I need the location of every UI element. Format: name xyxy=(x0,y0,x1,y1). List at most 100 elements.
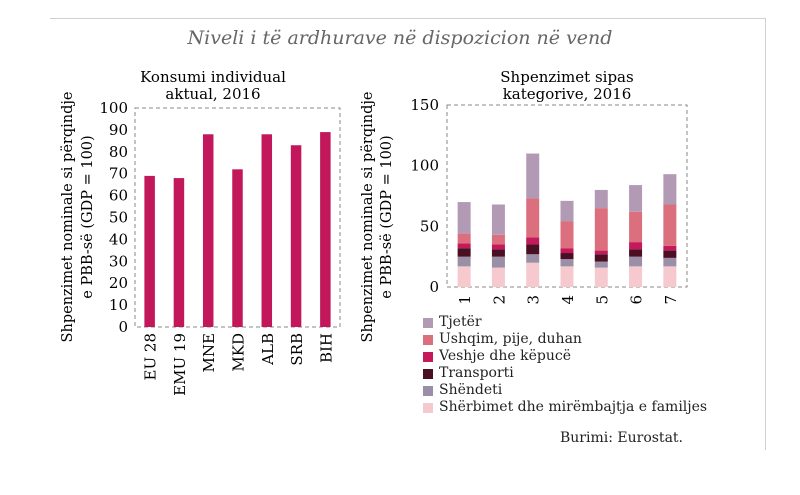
right-bar-segment-2-5 xyxy=(491,204,505,235)
right-bar-segment-6-5 xyxy=(629,185,643,212)
right-bar-segment-1-4 xyxy=(457,233,471,244)
right-bar-segment-5-1 xyxy=(594,261,608,268)
source-note: Burimi: Eurostat. xyxy=(560,430,683,446)
left-y-tick: 50 xyxy=(109,209,128,227)
right-bar-segment-7-0 xyxy=(663,266,677,287)
right-x-tick: 5 xyxy=(593,295,611,305)
left-y-label-line2: e PBB-së (GDP = 100) xyxy=(80,135,96,298)
legend-swatch xyxy=(423,368,433,379)
right-x-tick: 4 xyxy=(559,295,577,305)
left-y-tick: 90 xyxy=(109,121,128,139)
right-bar-segment-6-1 xyxy=(629,256,643,267)
right-bar-segment-3-2 xyxy=(526,244,540,255)
legend-item: Shëndeti xyxy=(423,382,707,399)
left-bar-srb xyxy=(290,145,302,327)
right-bar-segment-3-3 xyxy=(526,237,540,245)
legend-swatch xyxy=(423,351,433,362)
left-y-tick: 100 xyxy=(99,99,128,117)
right-bar-segment-6-2 xyxy=(629,249,643,257)
left-x-tick: MNE xyxy=(200,333,218,372)
right-bar-segment-5-3 xyxy=(594,250,608,255)
right-x-tick: 1 xyxy=(456,295,474,305)
left-bar-bih xyxy=(320,132,331,327)
right-rule xyxy=(765,18,766,450)
right-bar-segment-4-0 xyxy=(560,266,574,287)
right-bar-segment-1-2 xyxy=(457,248,471,257)
right-bar-segment-2-2 xyxy=(491,249,505,257)
legend-item: Shërbimet dhe mirëmbajtja e familjes xyxy=(423,399,707,416)
right-bar-segment-7-3 xyxy=(663,245,677,251)
legend-item: Ushqim, pije, duhan xyxy=(423,331,707,348)
legend-swatch xyxy=(423,317,433,328)
left-y-tick: 0 xyxy=(118,318,128,336)
right-bar-segment-5-4 xyxy=(594,208,608,251)
left-x-tick: EMU 19 xyxy=(171,333,189,396)
left-bar-mkd xyxy=(232,169,243,327)
right-y-tick: 50 xyxy=(420,217,439,235)
right-x-tick: 7 xyxy=(662,295,680,305)
legend-label: Ushqim, pije, duhan xyxy=(439,331,582,347)
right-bar-segment-7-5 xyxy=(663,174,677,205)
left-x-tick: ALB xyxy=(259,333,277,366)
left-chart: Konsumi individual aktual, 2016 Shpenzim… xyxy=(60,68,341,396)
right-bar-segment-6-4 xyxy=(629,211,643,243)
right-x-tick: 3 xyxy=(525,295,543,305)
right-bar-segment-1-3 xyxy=(457,243,471,249)
left-bar-alb xyxy=(261,134,273,327)
right-chart-title-line1: Shpenzimet sipas xyxy=(500,68,633,86)
right-bar-segment-5-0 xyxy=(594,267,608,287)
right-bar-segment-1-1 xyxy=(457,256,471,267)
left-y-tick: 70 xyxy=(109,165,128,183)
left-bar-mne xyxy=(202,134,214,327)
right-bar-segment-2-4 xyxy=(491,234,505,245)
right-bar-segment-7-1 xyxy=(663,257,677,267)
left-y-tick: 20 xyxy=(109,274,128,292)
legend-item: Transporti xyxy=(423,365,707,382)
legend-label: Shërbimet dhe mirëmbajtja e familjes xyxy=(439,399,708,415)
legend-label: Transporti xyxy=(439,365,514,381)
right-bar-segment-7-4 xyxy=(663,204,677,246)
legend: Tjetër Ushqim, pije, duhan Veshje dhe këpu… xyxy=(423,314,707,416)
left-chart-title-line2: aktual, 2016 xyxy=(165,85,260,103)
top-rule xyxy=(50,18,765,19)
left-y-tick: 30 xyxy=(109,252,128,270)
right-bar-segment-6-0 xyxy=(629,266,643,287)
figure-title: Niveli i të ardhurave në dispozicion në … xyxy=(187,27,613,49)
right-bar-segment-5-2 xyxy=(594,254,608,262)
right-y-label-line2: e PBB-së (GDP = 100) xyxy=(379,135,395,298)
right-bar-segment-2-3 xyxy=(491,244,505,250)
right-bar-segment-4-5 xyxy=(560,200,574,222)
legend-item: Veshje dhe këpucë xyxy=(423,348,707,365)
right-chart-title-line2: kategorive, 2016 xyxy=(503,85,632,103)
left-x-tick: BIH xyxy=(317,333,335,363)
right-y-tick: 100 xyxy=(410,157,439,175)
right-bar-segment-5-5 xyxy=(594,189,608,209)
legend-label: Tjetër xyxy=(439,314,482,330)
right-bar-segment-4-1 xyxy=(560,259,574,267)
right-y-tick: 150 xyxy=(410,96,439,114)
right-bar-segment-1-0 xyxy=(457,266,471,287)
right-x-tick: 6 xyxy=(628,295,646,305)
left-y-tick: 40 xyxy=(109,230,128,248)
right-bar-segment-3-1 xyxy=(526,254,540,263)
right-bar-segment-4-2 xyxy=(560,253,574,260)
left-x-tick: MKD xyxy=(230,333,248,372)
left-y-tick: 10 xyxy=(109,296,128,314)
right-bar-segment-6-3 xyxy=(629,242,643,250)
legend-swatch xyxy=(423,385,433,396)
left-x-tick: SRB xyxy=(288,333,306,366)
right-y-tick: 0 xyxy=(429,278,439,296)
right-y-label-line1: Shpenzimet nominale si përqindje xyxy=(360,92,376,343)
left-x-tick: EU 28 xyxy=(142,333,160,380)
left-bar-emu-19 xyxy=(173,178,185,327)
legend-label: Shëndeti xyxy=(439,382,503,398)
right-bar-segment-3-0 xyxy=(526,262,540,287)
left-bar-eu-28 xyxy=(144,175,155,327)
right-bar-segment-7-2 xyxy=(663,250,677,258)
legend-swatch xyxy=(423,334,433,345)
right-bar-segment-4-4 xyxy=(560,221,574,249)
right-bar-segment-4-3 xyxy=(560,248,574,254)
right-bar-segment-2-1 xyxy=(491,256,505,268)
legend-item: Tjetër xyxy=(423,314,707,331)
